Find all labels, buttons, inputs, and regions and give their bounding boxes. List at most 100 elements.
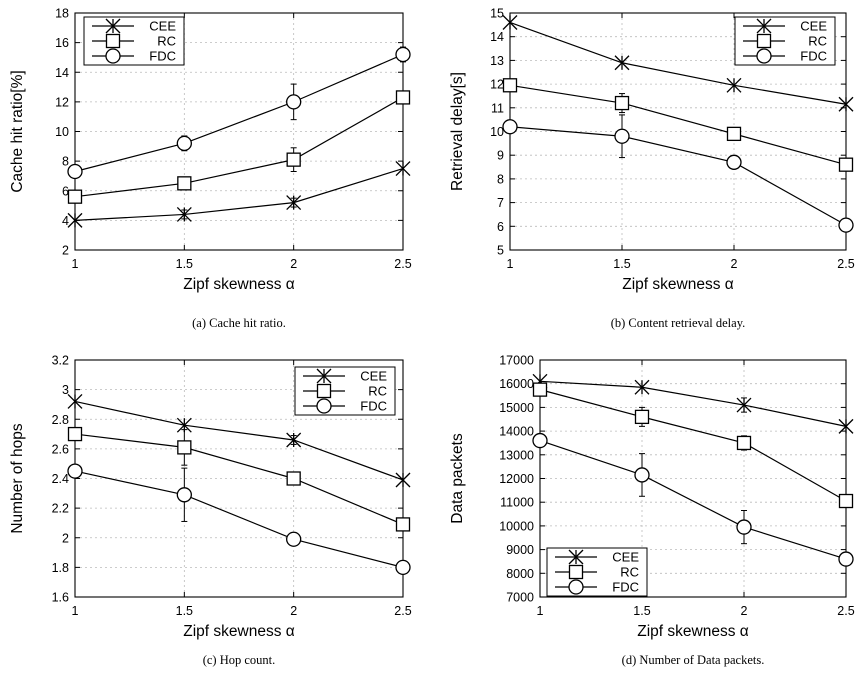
data-point	[502, 15, 518, 30]
x-tick-label: 1	[507, 257, 514, 271]
y-axis-label: Data packets	[449, 433, 466, 524]
legend-label: RC	[808, 34, 827, 49]
data-point	[67, 463, 83, 479]
series-line	[509, 84, 847, 166]
y-tick-label: 17000	[499, 354, 534, 368]
caption: (d) Number of Data packets.	[622, 653, 765, 667]
y-tick-label: 5	[497, 244, 504, 258]
y-tick-label: 6	[62, 184, 69, 198]
chart-3: 1.6 1.8 2 2.2 2.4 2.6 2.8 3 3.2 1 1.5 2 2.5 Zipf skew…	[9, 354, 412, 668]
series-line	[74, 400, 404, 481]
y-axis-label: Number of hops	[9, 423, 26, 534]
series-line	[74, 470, 404, 568]
y-tick-label: 8000	[506, 567, 534, 581]
series-cee	[502, 15, 854, 112]
data-point	[726, 126, 742, 142]
legend-marker	[316, 383, 332, 399]
data-point	[614, 128, 630, 144]
y-tick-label: 2	[62, 244, 69, 258]
x-tick-label: 1.5	[176, 604, 193, 618]
y-tick-label: 2	[62, 531, 69, 545]
y-tick-label: 18	[55, 7, 69, 21]
series-fdc	[532, 432, 854, 567]
data-point	[286, 152, 301, 167]
data-point	[838, 217, 854, 233]
y-tick-label: 9	[497, 149, 504, 163]
data-point	[67, 163, 83, 180]
x-tick-label: 1	[72, 604, 79, 618]
x-tick-label: 1.5	[633, 604, 650, 618]
legend-label: FDC	[800, 49, 827, 64]
y-axis-label: Cache hit ratio[%]	[9, 70, 26, 192]
x-tick-label: 2	[741, 604, 748, 618]
y-tick-label: 7000	[506, 591, 534, 605]
legend-marker	[316, 368, 332, 384]
data-point	[286, 432, 302, 448]
series-line	[74, 53, 404, 173]
x-tick-label: 2.5	[837, 257, 854, 271]
data-point	[286, 195, 302, 211]
x-tick-label: 1	[537, 604, 544, 618]
y-tick-label: 11000	[500, 496, 534, 510]
data-point	[395, 90, 411, 105]
data-point	[177, 176, 192, 191]
legend-label: FDC	[360, 399, 387, 414]
data-point	[176, 135, 192, 152]
series-fdc	[502, 114, 854, 233]
y-axis-label: Retrieval delay[s]	[449, 72, 466, 191]
data-point	[502, 119, 518, 135]
y-tick-label: 13	[490, 54, 504, 68]
data-point	[726, 154, 742, 170]
data-point	[838, 96, 854, 112]
legend-label: FDC	[149, 49, 176, 64]
x-tick-label: 2	[290, 604, 297, 618]
x-axis-label: Zipf skewness α	[183, 623, 295, 640]
x-tick-label: 2.5	[394, 257, 411, 271]
caption: (c) Hop count.	[203, 653, 276, 667]
legend-marker	[105, 48, 121, 64]
legend-marker	[568, 564, 584, 580]
series-line	[74, 96, 404, 198]
data-point	[67, 212, 83, 228]
y-tick-label: 12	[490, 78, 504, 92]
legend-marker	[316, 398, 332, 414]
y-tick-label: 15	[490, 7, 504, 21]
series-rc	[502, 78, 854, 172]
series-cee	[532, 373, 854, 434]
y-tick-label: 15000	[499, 401, 534, 415]
data-point	[838, 418, 854, 434]
series-rc	[532, 382, 854, 509]
caption: (b) Content retrieval delay.	[611, 316, 746, 330]
legend-label: RC	[620, 565, 639, 580]
x-tick-label: 1.5	[176, 257, 193, 271]
chart-4: 7000 8000 9000 10000 11000 12000 13000 14000 150…	[449, 354, 855, 668]
legend-marker	[105, 33, 121, 49]
y-tick-label: 2.4	[52, 472, 69, 486]
chart-2: 5 6 7 8 9 10 11 12 13 14 15 1 1.5 2 2.5 Zipf skewness α…	[449, 7, 855, 331]
y-tick-label: 10	[55, 125, 69, 139]
data-point	[838, 157, 854, 172]
y-tick-label: 14	[55, 66, 69, 80]
y-tick-label: 1.8	[52, 561, 69, 575]
y-tick-label: 10000	[499, 519, 534, 533]
data-point	[286, 94, 302, 110]
y-tick-label: 12000	[499, 472, 534, 486]
legend-marker	[568, 579, 584, 595]
data-point	[736, 435, 752, 451]
series-line	[74, 433, 404, 525]
data-point	[67, 189, 83, 204]
y-tick-label: 2.8	[52, 413, 69, 427]
legend-marker	[756, 18, 772, 34]
y-tick-label: 14000	[499, 425, 534, 439]
y-tick-label: 3	[62, 383, 69, 397]
data-point	[395, 46, 411, 63]
legend-label: CEE	[800, 19, 827, 34]
series-rc	[67, 90, 411, 204]
y-tick-label: 13000	[499, 448, 534, 462]
legend-marker	[105, 18, 121, 34]
legend-label: CEE	[360, 369, 387, 384]
